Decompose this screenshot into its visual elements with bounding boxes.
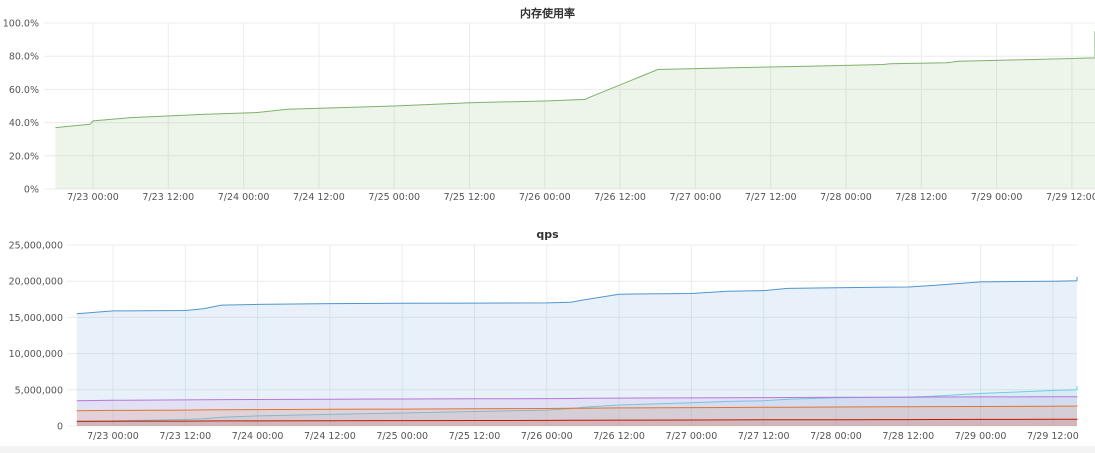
series-area-1 bbox=[76, 386, 1078, 426]
x-tick-label: 7/24 00:00 bbox=[218, 192, 270, 203]
x-tick-label: 7/27 12:00 bbox=[745, 192, 797, 203]
x-tick-label: 7/28 00:00 bbox=[810, 431, 862, 442]
y-tick-label: 100.0% bbox=[3, 19, 39, 30]
x-tick-label: 7/28 00:00 bbox=[820, 192, 872, 203]
x-tick-label: 7/27 00:00 bbox=[670, 192, 722, 203]
series-line-4 bbox=[76, 418, 1078, 422]
memory-usage-chart: 0% 20.0% 40.0% 60.0% 80.0% 100.0% 7/23 00:00 7/… bbox=[3, 19, 1095, 203]
x-tick-label: 7/24 00:00 bbox=[232, 431, 284, 442]
y-tick-label: 80.0% bbox=[9, 52, 39, 63]
x-tick-label: 7/23 12:00 bbox=[142, 192, 194, 203]
y-tick-label: 60.0% bbox=[9, 85, 39, 96]
series-line-2 bbox=[76, 396, 1078, 402]
x-tick-label: 7/23 00:00 bbox=[67, 192, 119, 203]
y-tick-label: 5,000,000 bbox=[15, 385, 63, 396]
qps-panel: qps 0 5,000,000 10,000,000 15,000,000 20,000… bbox=[0, 228, 1095, 453]
series-area-0 bbox=[55, 31, 1095, 189]
x-tick-label: 7/23 12:00 bbox=[159, 431, 211, 442]
memory-usage-panel: 内存使用率 0% 20.0% 40.0% 60.0% 80.0% 100.0% 7/23 0… bbox=[0, 0, 1095, 205]
series-line-1 bbox=[76, 386, 1078, 423]
x-tick-label: 7/27 12:00 bbox=[738, 431, 790, 442]
panel-divider bbox=[0, 205, 1095, 228]
x-tick-label: 7/25 12:00 bbox=[444, 192, 496, 203]
qps-chart-title: qps bbox=[536, 228, 559, 241]
series-line-0 bbox=[55, 31, 1095, 129]
y-tick-label: 10,000,000 bbox=[9, 349, 63, 360]
series-area-2 bbox=[76, 396, 1078, 426]
y-tick-label: 15,000,000 bbox=[9, 313, 63, 324]
legend-strip bbox=[0, 446, 1095, 453]
x-tick-label: 7/25 12:00 bbox=[449, 431, 501, 442]
x-tick-label: 7/29 12:00 bbox=[1027, 431, 1079, 442]
x-tick-label: 7/26 00:00 bbox=[519, 192, 571, 203]
series-area-0 bbox=[76, 276, 1078, 426]
x-tick-label: 7/23 00:00 bbox=[87, 431, 139, 442]
series-line-3 bbox=[76, 405, 1078, 412]
x-tick-label: 7/27 00:00 bbox=[666, 431, 718, 442]
x-tick-label: 7/29 00:00 bbox=[971, 192, 1023, 203]
y-tick-label: 40.0% bbox=[9, 118, 39, 129]
series-line-0 bbox=[76, 276, 1078, 315]
x-tick-label: 7/26 12:00 bbox=[593, 431, 645, 442]
y-tick-label: 0 bbox=[57, 422, 63, 433]
x-tick-label: 7/25 00:00 bbox=[368, 192, 420, 203]
y-tick-label: 20.0% bbox=[9, 151, 39, 162]
y-tick-label: 0% bbox=[24, 185, 39, 196]
x-tick-label: 7/29 12:00 bbox=[1046, 192, 1095, 203]
y-tick-label: 25,000,000 bbox=[9, 241, 63, 252]
x-tick-label: 7/26 00:00 bbox=[521, 431, 573, 442]
x-tick-label: 7/24 12:00 bbox=[304, 431, 356, 442]
x-tick-label: 7/26 12:00 bbox=[594, 192, 646, 203]
x-tick-label: 7/28 12:00 bbox=[895, 192, 947, 203]
y-tick-label: 20,000,000 bbox=[9, 277, 63, 288]
series-area-4 bbox=[76, 418, 1078, 426]
x-tick-label: 7/28 12:00 bbox=[882, 431, 934, 442]
qps-chart: 0 5,000,000 10,000,000 15,000,000 20,000,000… bbox=[9, 241, 1079, 443]
x-tick-label: 7/29 00:00 bbox=[955, 431, 1007, 442]
x-tick-label: 7/24 12:00 bbox=[293, 192, 345, 203]
memory-chart-title: 内存使用率 bbox=[520, 7, 575, 20]
x-tick-label: 7/25 00:00 bbox=[376, 431, 428, 442]
